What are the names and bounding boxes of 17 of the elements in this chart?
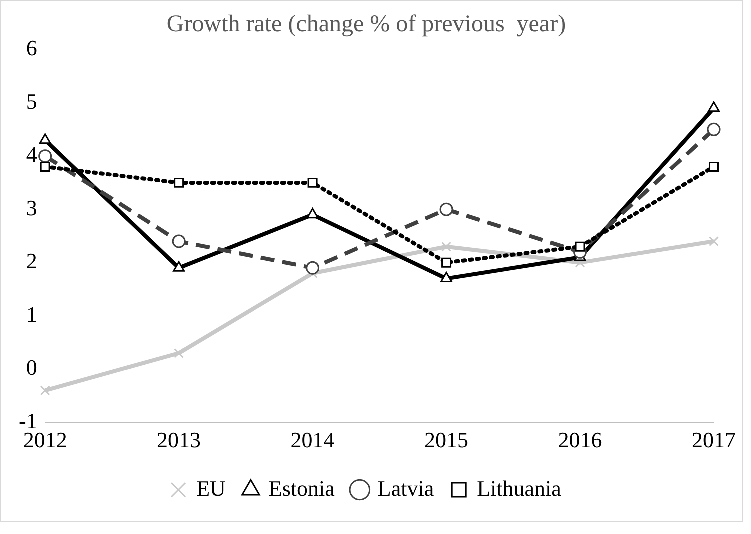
y-tick-label: 5 xyxy=(26,88,38,114)
legend-label: Latvia xyxy=(378,476,434,501)
x-tick-label: 2015 xyxy=(424,428,469,453)
x-tick-label: 2017 xyxy=(692,428,736,453)
legend-label: Estonia xyxy=(268,476,336,501)
y-tick-label: 4 xyxy=(26,142,38,168)
y-tick-label: 3 xyxy=(26,195,38,220)
legend-label: EU xyxy=(196,476,226,501)
y-tick-label: 0 xyxy=(26,355,38,380)
x-tick-label: 2016 xyxy=(558,428,602,453)
x-tick-label: 2014 xyxy=(290,428,335,453)
x-tick-label: 2013 xyxy=(157,428,202,453)
chart-title: Growth rate (change % of previous year) xyxy=(166,12,566,38)
y-tick-label: 2 xyxy=(26,248,38,274)
y-tick-label: 6 xyxy=(26,36,38,61)
legend-label: Lithuania xyxy=(477,476,562,501)
y-tick-label: 1 xyxy=(26,302,38,327)
